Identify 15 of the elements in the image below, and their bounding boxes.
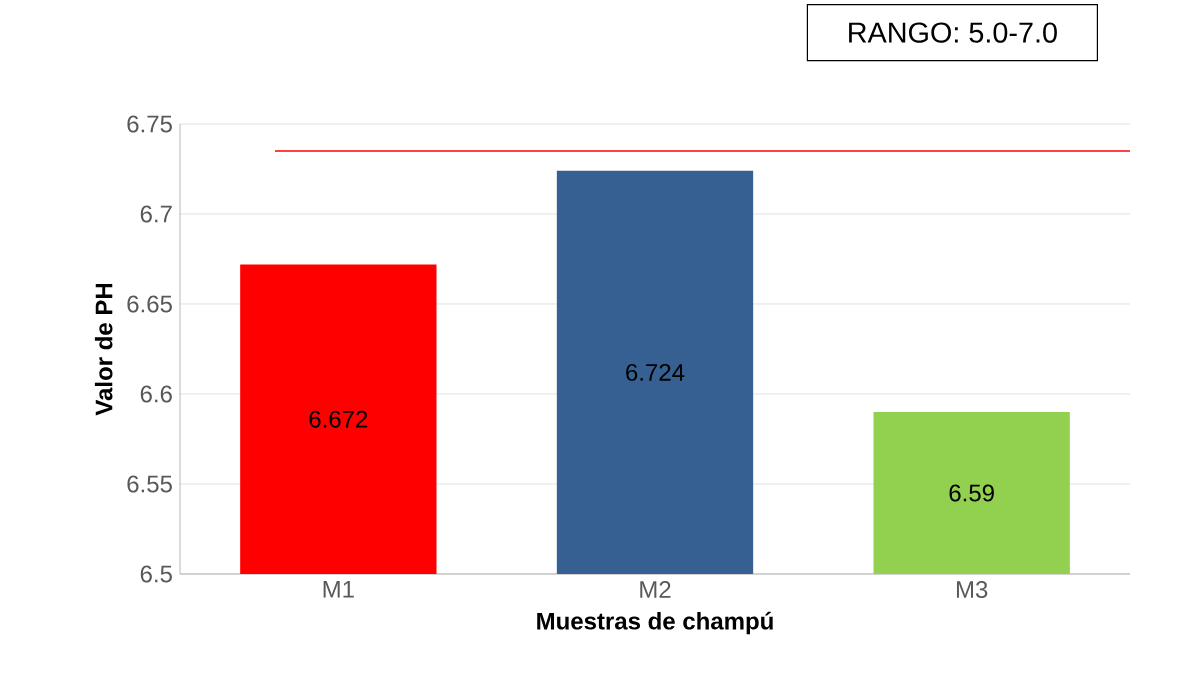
x-tick-label: M1: [323, 581, 354, 598]
data-label: 6.724: [626, 363, 685, 381]
y-axis-title: Valor de PH: [94, 283, 113, 416]
text: RANGO: 5.0-7.0: [849, 22, 1057, 43]
x-axis-title: Muestras de champú: [537, 611, 773, 635]
y-tick-label: 6.65: [127, 295, 172, 313]
y-tick-label: 6.7: [140, 205, 172, 223]
y-tick-label: 6.55: [127, 475, 172, 493]
x-tick-label: M3: [956, 581, 988, 599]
y-tick-label: 6.75: [127, 115, 172, 133]
x-tick-label: M2: [640, 581, 671, 598]
y-tick-label: 6.6: [140, 385, 172, 403]
data-label: 6.59: [949, 484, 994, 502]
data-label: 6.672: [309, 410, 368, 428]
y-tick-label: 6.5: [140, 565, 172, 583]
